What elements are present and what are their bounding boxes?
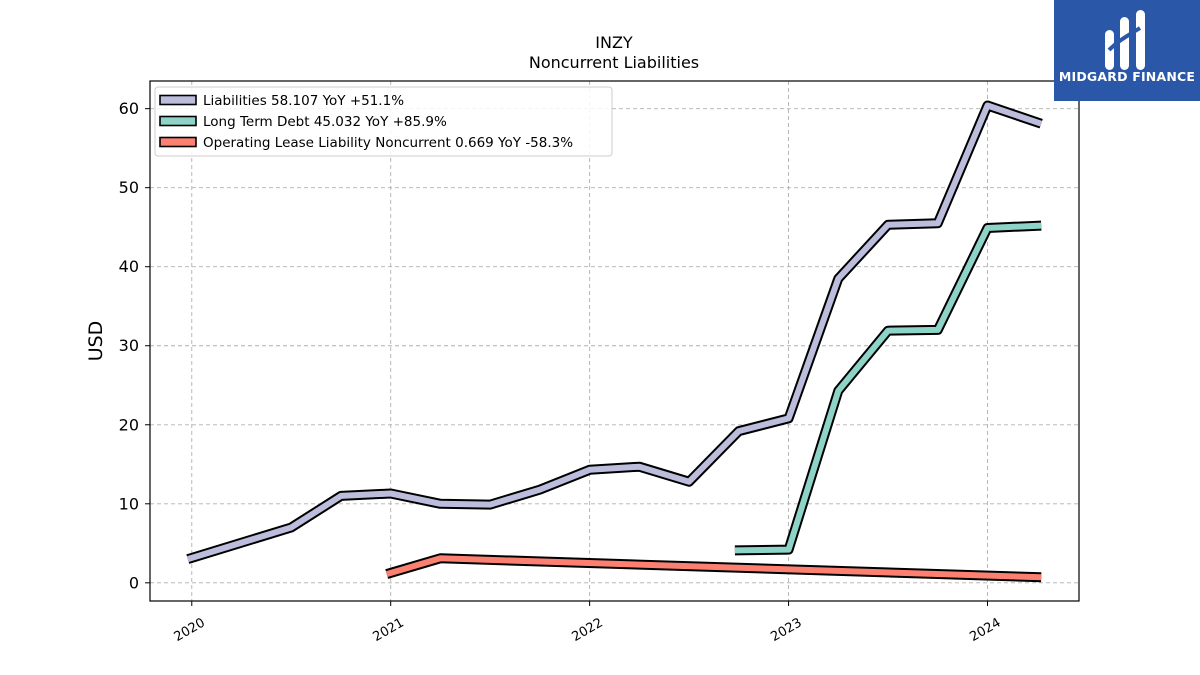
y-tick-label: 40	[119, 257, 139, 276]
legend-swatch	[159, 94, 197, 106]
x-tick-label: 2020	[172, 615, 208, 645]
legend-box	[154, 86, 613, 157]
series-layer	[186, 100, 1043, 583]
y-tick-label: 50	[119, 178, 139, 197]
series-line	[734, 222, 1042, 554]
midgard-finance-logo: MIDGARD FINANCE	[1054, 0, 1200, 101]
logo-text: MIDGARD FINANCE	[1058, 69, 1196, 84]
y-tick-label: 20	[119, 415, 139, 434]
legend-swatch	[159, 115, 197, 127]
y-tick-label: 10	[119, 494, 139, 513]
series-line	[385, 555, 1042, 581]
legend-label: Long Term Debt 45.032 YoY +85.9%	[203, 114, 447, 130]
x-tick-label: 2024	[967, 615, 1003, 645]
x-tick-label: 2021	[371, 615, 407, 645]
y-tick-label: 0	[129, 573, 139, 592]
y-tick-label: 60	[119, 99, 139, 118]
series-line-outline	[734, 220, 1042, 556]
y-axis-label: USD	[85, 321, 107, 362]
legend: Liabilities 58.107 YoY +51.1% Long Term D…	[154, 86, 613, 157]
chart-title: INZY	[595, 33, 633, 52]
chart-subtitle: Noncurrent Liabilities	[529, 53, 699, 72]
legend-label: Liabilities 58.107 YoY +51.1%	[203, 93, 404, 109]
legend-label: Operating Lease Liability Noncurrent 0.6…	[203, 135, 573, 151]
legend-swatch	[159, 136, 197, 148]
logo-mark-icon	[1105, 10, 1145, 70]
x-tick-label: 2022	[569, 615, 605, 645]
plot-frame	[149, 80, 1080, 602]
series-line	[186, 102, 1043, 562]
y-tick-label: 30	[119, 336, 139, 355]
x-tick-label: 2023	[768, 615, 804, 645]
